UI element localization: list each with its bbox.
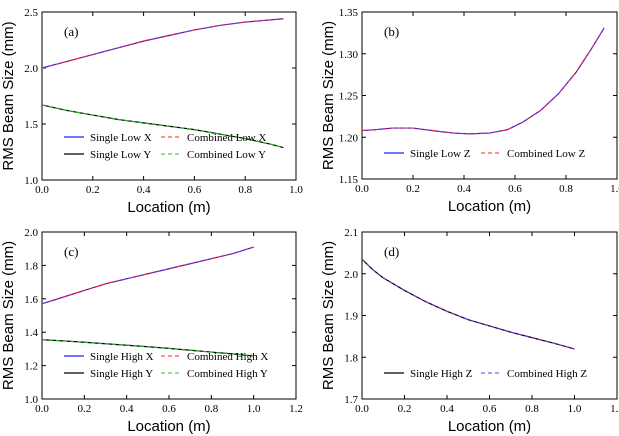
x-tick-label: 0.4 xyxy=(440,403,454,415)
chart-panel-0: 0.0 0.2 0.4 0.6 0.8 1.0 1.0 1.5 2.0 2.5 Location (… xyxy=(0,7,303,216)
legend-label: Single High Y xyxy=(90,368,153,380)
x-tick-label: 1.2 xyxy=(289,403,303,415)
legend-label: Combined Low Z xyxy=(507,148,585,160)
y-tick-label: 1.15 xyxy=(339,174,359,186)
x-tick-label: 0.2 xyxy=(398,403,412,415)
y-tick-label: 2.0 xyxy=(24,227,38,239)
series-line-1 xyxy=(361,258,575,350)
y-tick-label: 1.4 xyxy=(24,327,38,339)
y-tick-label: 2.0 xyxy=(24,63,38,75)
x-tick-label: 0.8 xyxy=(238,184,252,196)
plot-frame xyxy=(41,11,297,181)
chart-panel-3: 0.0 0.2 0.4 0.6 0.8 1.0 1.2 1.7 1.8 1.9 2.0 2.1 Loca… xyxy=(320,227,619,435)
x-tick-label: 0.6 xyxy=(508,183,522,195)
x-tick-label: 0.2 xyxy=(77,403,91,415)
x-tick-label: 0.8 xyxy=(559,183,573,195)
y-tick-label: 1.35 xyxy=(339,7,359,19)
series-line-1 xyxy=(41,18,284,69)
x-tick-label: 1.2 xyxy=(610,403,619,415)
x-tick-label: 0.6 xyxy=(188,184,202,196)
x-axis-title: Location (m) xyxy=(448,418,531,435)
y-tick-label: 1.5 xyxy=(24,119,38,131)
x-axis-title: Location (m) xyxy=(127,418,210,435)
x-tick-label: 0.4 xyxy=(120,403,134,415)
chart-panel-2: 0.0 0.2 0.4 0.6 0.8 1.0 1.2 1.0 1.2 1.4 1.6 1.8 2.0 L… xyxy=(0,227,303,435)
series-line-1 xyxy=(41,246,254,305)
y-tick-label: 2.1 xyxy=(344,227,358,239)
y-axis-title: RMS Beam Size (mm) xyxy=(0,21,17,170)
legend-label: Combined High Z xyxy=(507,368,587,380)
x-tick-label: 0.0 xyxy=(35,184,49,196)
y-tick-label: 1.0 xyxy=(24,394,38,406)
panel-letter: (c) xyxy=(64,244,78,259)
series-line-0 xyxy=(361,258,575,350)
x-tick-label: 0.4 xyxy=(137,184,151,196)
legend-label: Single Low X xyxy=(90,132,152,144)
series-line-3 xyxy=(41,104,284,149)
x-tick-label: 1.0 xyxy=(568,403,582,415)
x-tick-label: 0.4 xyxy=(457,183,471,195)
y-axis-title: RMS Beam Size (mm) xyxy=(0,241,17,390)
y-tick-label: 1.2 xyxy=(24,361,38,373)
x-tick-label: 0.0 xyxy=(355,183,369,195)
x-tick-label: 1.0 xyxy=(247,403,261,415)
chart-panel-1: 0.0 0.2 0.4 0.6 0.8 1.0 1.15 1.20 1.25 1.30 1.35 Lo… xyxy=(320,7,619,215)
y-tick-label: 1.9 xyxy=(344,311,358,323)
x-tick-label: 0.6 xyxy=(483,403,497,415)
y-axis-title: RMS Beam Size (mm) xyxy=(320,21,337,170)
y-tick-label: 2.5 xyxy=(24,7,38,19)
y-axis-title: RMS Beam Size (mm) xyxy=(320,241,337,390)
y-tick-label: 1.0 xyxy=(24,175,38,187)
y-tick-label: 1.8 xyxy=(344,352,358,364)
series-line-1 xyxy=(361,27,605,135)
x-tick-label: 1.0 xyxy=(289,184,303,196)
y-tick-label: 2.0 xyxy=(344,269,358,281)
x-axis-title: Location (m) xyxy=(448,198,531,215)
legend-label: Combined High Y xyxy=(187,368,268,380)
x-tick-label: 0.2 xyxy=(86,184,100,196)
x-tick-label: 0.8 xyxy=(525,403,539,415)
panel-letter: (d) xyxy=(384,244,399,259)
legend-label: Single Low Z xyxy=(410,148,471,160)
x-tick-label: 0.2 xyxy=(406,183,420,195)
series-line-0 xyxy=(361,27,605,135)
x-tick-label: 0.8 xyxy=(204,403,218,415)
panel-letter: (a) xyxy=(64,24,78,39)
y-tick-label: 1.30 xyxy=(339,49,359,61)
x-tick-label: 0.0 xyxy=(35,403,49,415)
y-tick-label: 1.7 xyxy=(344,394,358,406)
x-tick-label: 0.6 xyxy=(162,403,176,415)
x-tick-label: 1.0 xyxy=(610,183,619,195)
x-axis-title: Location (m) xyxy=(127,199,210,216)
y-tick-label: 1.6 xyxy=(24,294,38,306)
y-tick-label: 1.20 xyxy=(339,132,359,144)
legend-label: Single Low Y xyxy=(90,149,151,161)
x-tick-label: 0.0 xyxy=(355,403,369,415)
y-tick-label: 1.25 xyxy=(339,91,359,103)
series-line-3 xyxy=(41,339,254,357)
legend-label: Single High Z xyxy=(410,368,473,380)
legend-label: Combined Low Y xyxy=(187,149,266,161)
y-tick-label: 1.8 xyxy=(24,260,38,272)
legend-label: Combined High X xyxy=(187,351,268,363)
panel-letter: (b) xyxy=(384,24,399,39)
legend-label: Single High X xyxy=(90,351,154,363)
legend-label: Combined Low X xyxy=(187,132,266,144)
